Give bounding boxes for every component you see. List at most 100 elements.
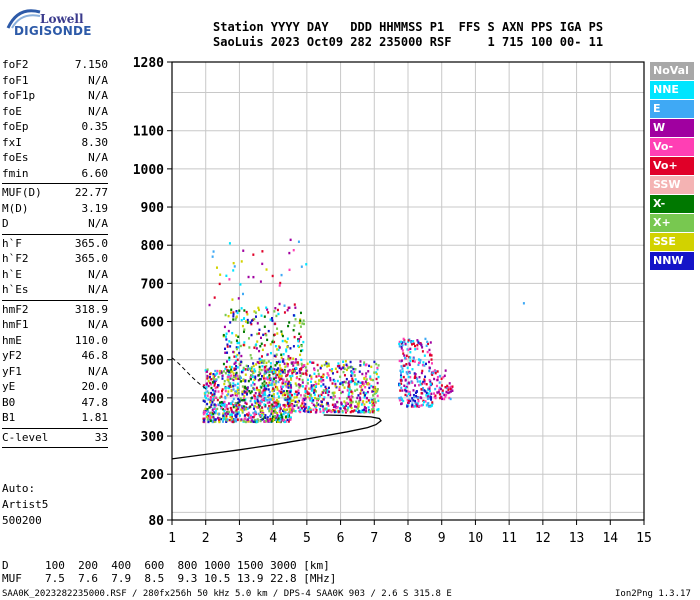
echo-point bbox=[352, 410, 355, 413]
echo-point bbox=[219, 273, 222, 276]
echo-point bbox=[372, 389, 375, 393]
echo-point bbox=[273, 354, 276, 358]
echo-point bbox=[290, 386, 293, 389]
param-separator bbox=[2, 299, 108, 301]
echo-point bbox=[400, 359, 403, 362]
echo-point bbox=[214, 409, 217, 412]
echo-point bbox=[405, 390, 408, 393]
param-value: 33 bbox=[94, 430, 108, 444]
echo-point bbox=[273, 333, 276, 336]
echo-point bbox=[362, 384, 365, 387]
echo-point bbox=[398, 340, 401, 344]
echo-point bbox=[271, 397, 274, 400]
echo-point bbox=[247, 367, 250, 371]
echo-point bbox=[363, 376, 366, 380]
echo-point bbox=[236, 389, 239, 392]
echo-point bbox=[401, 370, 404, 373]
echo-point bbox=[347, 395, 350, 399]
echo-point bbox=[329, 379, 332, 382]
echo-point bbox=[447, 386, 450, 389]
echo-point bbox=[362, 400, 365, 403]
x-tick-label: 15 bbox=[636, 531, 652, 546]
echo-point bbox=[224, 313, 227, 317]
echo-point bbox=[425, 344, 428, 348]
echo-point bbox=[223, 400, 226, 404]
echo-point bbox=[270, 420, 273, 423]
echo-point bbox=[254, 315, 257, 318]
echo-point bbox=[223, 403, 226, 406]
echo-point bbox=[278, 364, 281, 367]
echo-point bbox=[242, 249, 245, 252]
echo-point bbox=[429, 405, 432, 408]
echo-point bbox=[280, 356, 283, 359]
echo-point bbox=[401, 389, 404, 392]
x-tick-label: 7 bbox=[370, 531, 378, 546]
legend-item: X+ bbox=[650, 214, 694, 232]
echo-point bbox=[206, 377, 209, 380]
echo-point bbox=[370, 378, 373, 381]
echo-point bbox=[262, 417, 265, 421]
echo-point bbox=[248, 367, 251, 370]
echo-point bbox=[226, 343, 229, 346]
echo-point bbox=[275, 368, 278, 372]
echo-point bbox=[282, 358, 285, 361]
echo-point bbox=[443, 393, 446, 397]
echo-point bbox=[273, 388, 276, 391]
echo-point bbox=[419, 396, 422, 399]
echo-point bbox=[261, 348, 264, 352]
echo-point bbox=[410, 341, 413, 344]
echo-point bbox=[202, 384, 205, 387]
echo-point bbox=[301, 372, 304, 375]
echo-point bbox=[418, 375, 421, 379]
echo-point bbox=[235, 404, 238, 407]
param-value: 3.19 bbox=[81, 201, 109, 215]
echo-point bbox=[235, 414, 238, 417]
echo-point bbox=[253, 418, 256, 422]
echo-point bbox=[367, 410, 370, 414]
echo-point bbox=[276, 386, 279, 389]
echo-point bbox=[226, 378, 229, 381]
echo-point bbox=[235, 310, 238, 313]
echo-point bbox=[282, 404, 285, 407]
echo-point bbox=[273, 401, 276, 404]
echo-point bbox=[251, 416, 254, 419]
echo-point bbox=[234, 392, 237, 395]
echo-point bbox=[225, 332, 228, 335]
echo-point bbox=[300, 344, 303, 348]
echo-point bbox=[263, 359, 266, 362]
echo-point bbox=[231, 393, 234, 397]
echo-point bbox=[266, 368, 269, 371]
echo-point bbox=[212, 415, 215, 419]
echo-point bbox=[243, 417, 246, 421]
y-tick-label: 200 bbox=[141, 468, 165, 483]
echo-point bbox=[293, 392, 296, 396]
echo-point bbox=[264, 382, 267, 385]
echo-point bbox=[361, 381, 364, 384]
echo-point bbox=[406, 405, 409, 408]
echo-point bbox=[318, 407, 321, 411]
echo-point bbox=[293, 369, 296, 373]
echo-point bbox=[295, 372, 298, 375]
echo-point bbox=[236, 366, 239, 369]
echo-point bbox=[310, 386, 313, 390]
echo-point bbox=[271, 415, 274, 418]
echo-point bbox=[332, 394, 335, 397]
echo-point bbox=[244, 368, 247, 371]
echo-point bbox=[315, 399, 318, 402]
echo-point bbox=[350, 406, 353, 410]
param-row: C-level 33 bbox=[2, 431, 108, 446]
echo-point bbox=[359, 392, 362, 395]
echo-point bbox=[350, 399, 353, 402]
echo-point bbox=[230, 385, 233, 389]
echo-point bbox=[292, 357, 295, 360]
echo-point bbox=[325, 403, 328, 406]
echo-point bbox=[309, 393, 312, 397]
echo-point bbox=[226, 369, 229, 372]
param-row: foF2 7.150 bbox=[2, 58, 108, 73]
echo-point bbox=[345, 363, 348, 366]
echo-point bbox=[231, 370, 234, 373]
echo-point bbox=[271, 319, 274, 322]
echo-point bbox=[232, 269, 235, 272]
echo-point bbox=[301, 349, 304, 352]
echo-point bbox=[430, 392, 433, 395]
